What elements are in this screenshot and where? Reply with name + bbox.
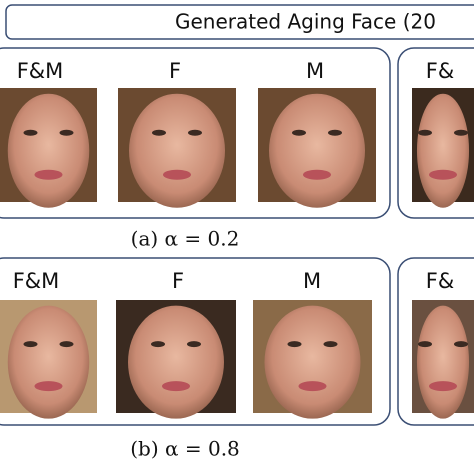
mouth — [163, 169, 191, 180]
mouth — [162, 381, 190, 392]
header-title: Generated Aging Face (20 — [175, 10, 436, 34]
column-label: M — [303, 269, 321, 293]
column-label: M — [306, 59, 324, 83]
eye — [23, 129, 38, 136]
eye — [323, 341, 338, 348]
column-label: F& — [426, 269, 454, 293]
panel-box — [397, 257, 474, 426]
caption: (b) α = 0.8 — [130, 437, 240, 461]
eye — [418, 341, 432, 348]
mouth — [34, 169, 63, 180]
eye — [454, 129, 468, 136]
column-label: F& — [426, 59, 454, 83]
mouth — [303, 169, 331, 180]
face — [7, 305, 90, 419]
header-box — [5, 4, 474, 40]
face — [129, 93, 225, 208]
eye — [292, 129, 306, 136]
caption: (a) α = 0.2 — [131, 227, 240, 251]
column-label: F&M — [13, 269, 60, 293]
mouth — [34, 381, 63, 392]
face — [416, 305, 470, 419]
face — [416, 93, 470, 208]
eye — [59, 129, 74, 136]
eye — [187, 341, 201, 348]
eye — [151, 341, 165, 348]
column-label: F — [172, 269, 184, 293]
panel-box — [397, 47, 474, 219]
eye — [59, 341, 74, 348]
eye — [188, 129, 202, 136]
eye — [287, 341, 302, 348]
eye — [454, 341, 468, 348]
panel-box — [0, 257, 391, 426]
mouth — [298, 381, 327, 392]
column-label: F&M — [17, 59, 64, 83]
mouth — [429, 381, 457, 392]
mouth — [429, 169, 457, 180]
eye — [23, 341, 38, 348]
column-label: F — [169, 59, 181, 83]
panel-box — [0, 47, 391, 219]
face — [7, 93, 90, 208]
eye — [418, 129, 432, 136]
eye — [152, 129, 166, 136]
face — [264, 305, 361, 419]
face — [128, 305, 224, 419]
face — [269, 93, 365, 208]
eye — [328, 129, 342, 136]
content: F&M F M F& (a) α = 0.2 F&M F M F& (b) α = 0.8 — [0, 59, 474, 461]
